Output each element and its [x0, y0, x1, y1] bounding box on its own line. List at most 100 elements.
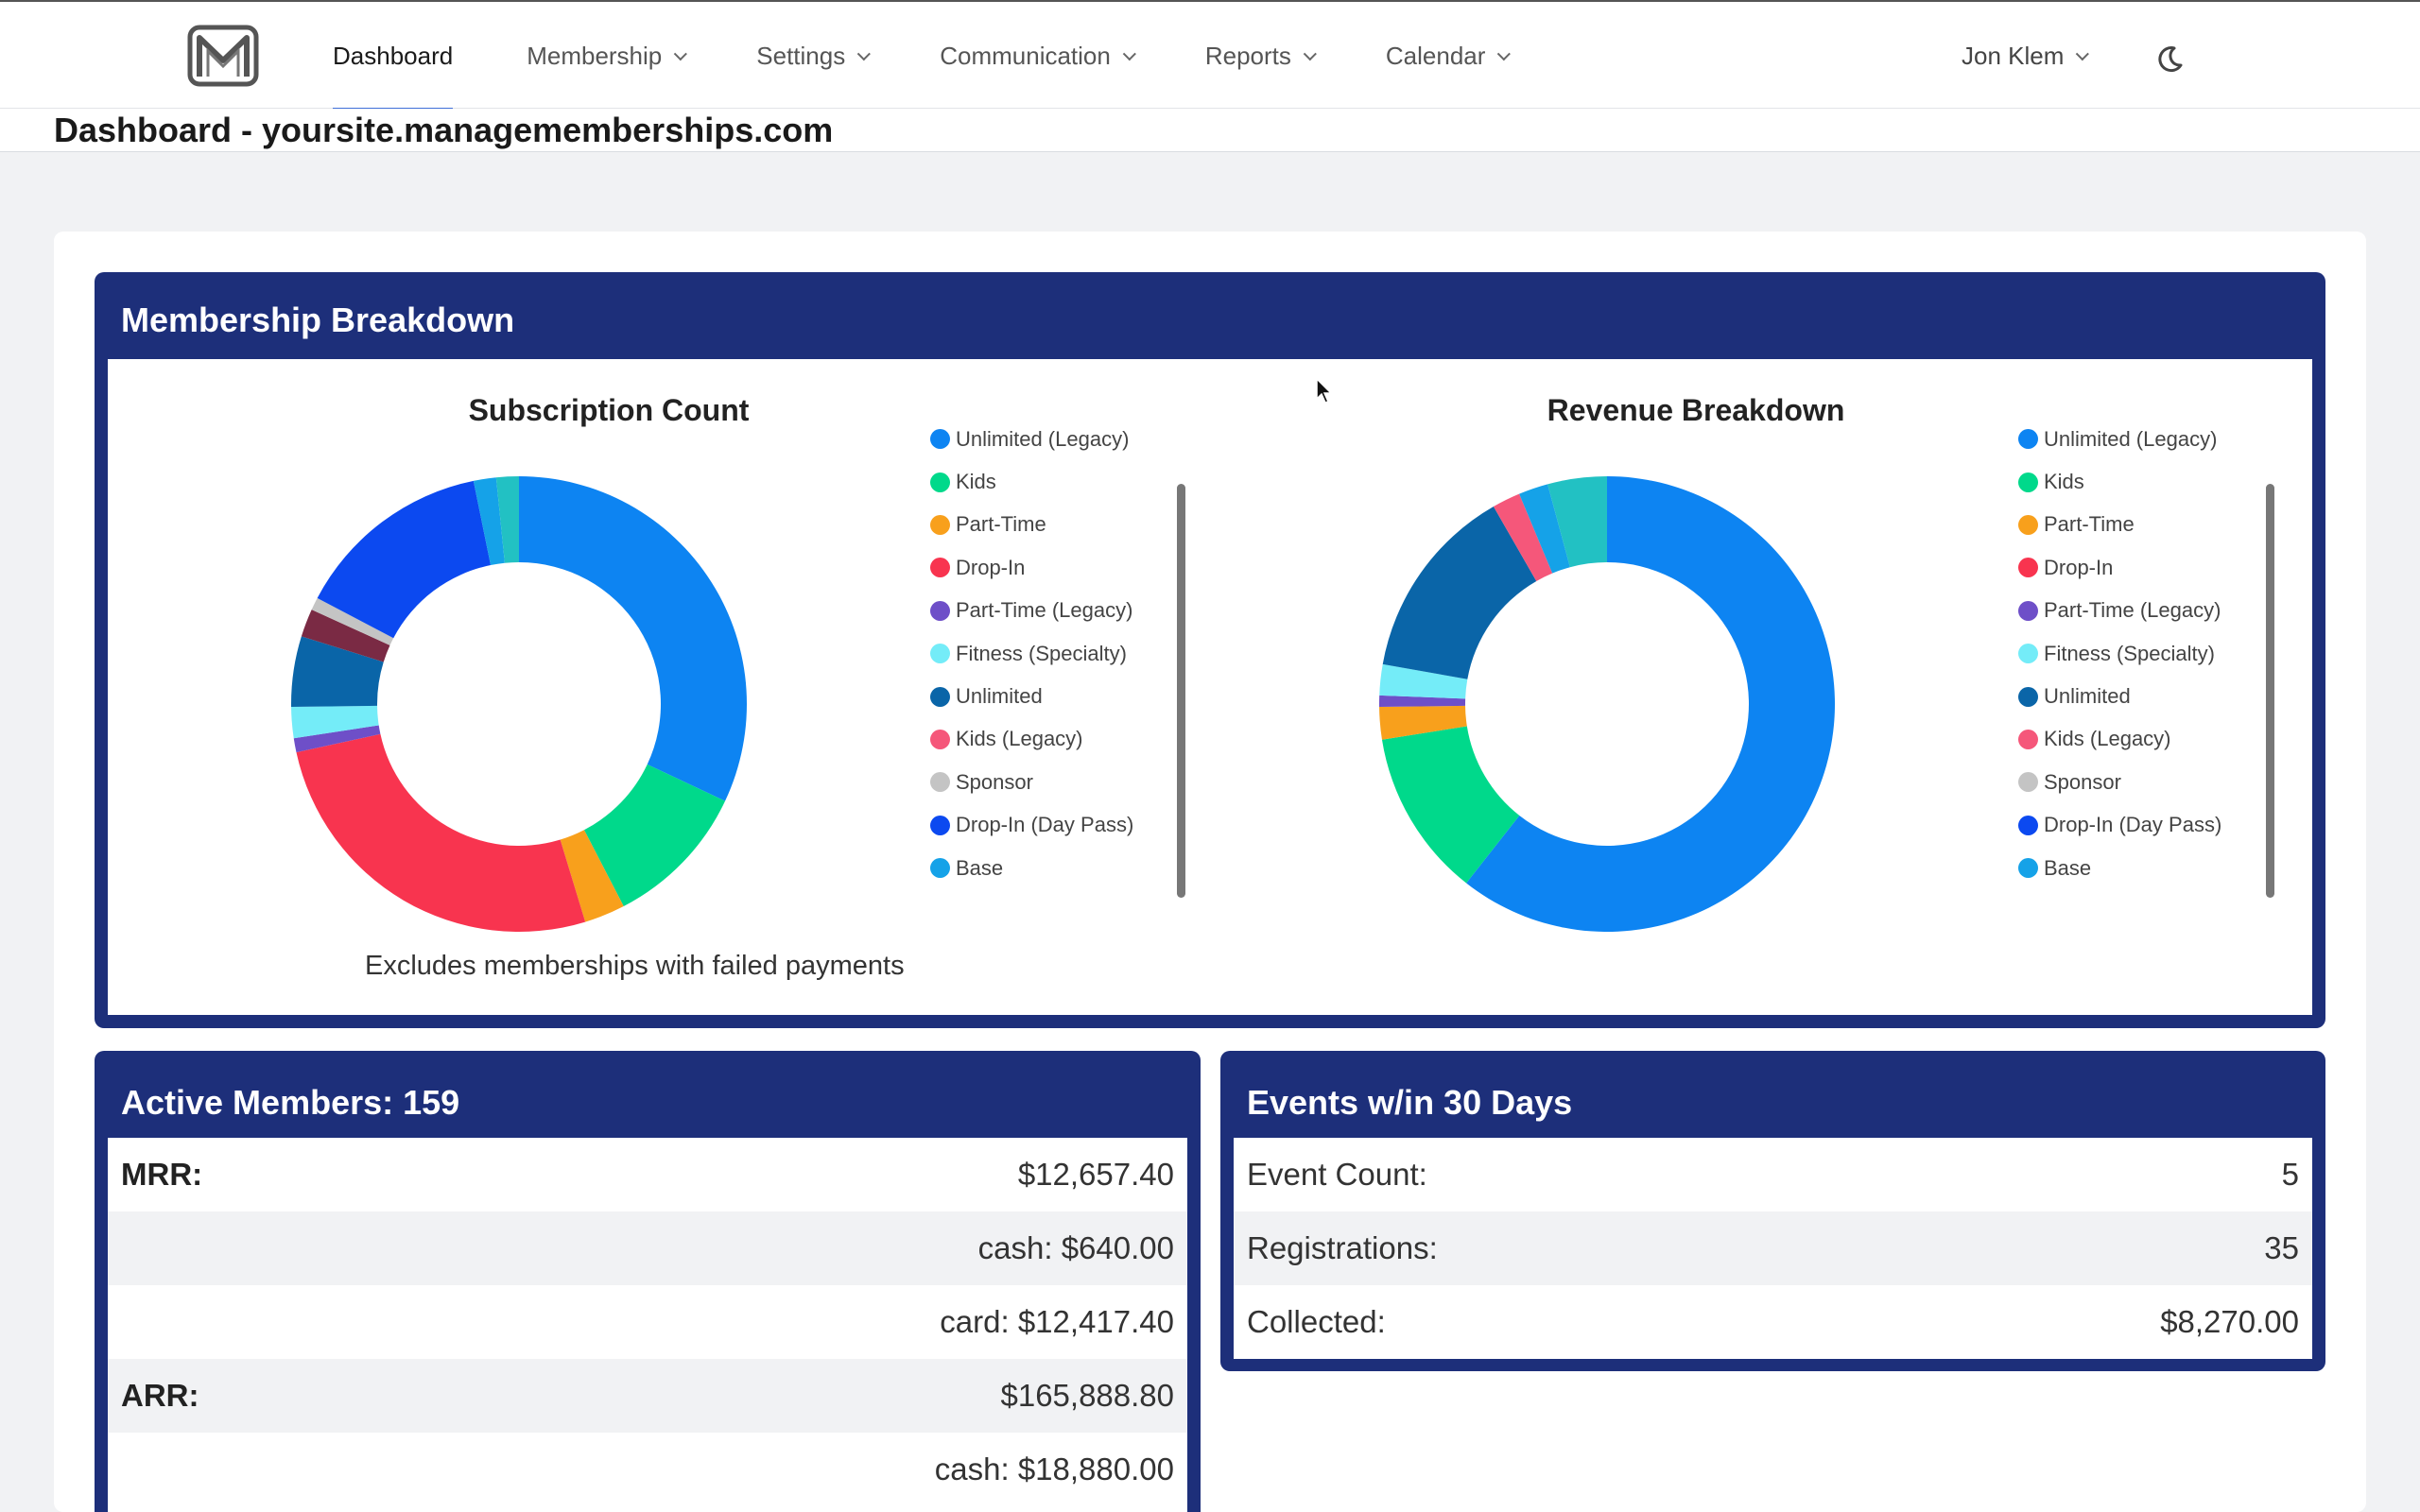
legend-label: Drop-In: [2044, 555, 2114, 579]
legend-label: Sponsor: [956, 769, 1033, 794]
legend-swatch: [2018, 858, 2038, 879]
nav-reports[interactable]: Reports: [1184, 2, 1333, 111]
nav-calendar[interactable]: Calendar: [1365, 2, 1528, 111]
pie-slice[interactable]: [1382, 507, 1537, 679]
legend-item[interactable]: Base: [930, 847, 1133, 889]
legend-swatch: [930, 686, 950, 707]
legend-item[interactable]: Part-Time: [2018, 504, 2221, 546]
legend-label: Kids: [2044, 470, 2084, 494]
legend-swatch: [2018, 686, 2038, 707]
nav-communication[interactable]: Communication: [919, 2, 1152, 111]
nav-dashboard[interactable]: Dashboard: [312, 2, 474, 111]
pie-slice[interactable]: [1519, 484, 1570, 574]
legend-swatch: [2018, 644, 2038, 664]
legend-item[interactable]: Kids: [930, 460, 1133, 503]
row-value: 35: [2264, 1230, 2299, 1265]
legend-item[interactable]: Kids: [2018, 460, 2221, 503]
legend-item[interactable]: Drop-In: [930, 546, 1133, 589]
revenue-breakdown-chart: [1379, 476, 1835, 932]
legend-label: Unlimited: [2044, 684, 2131, 709]
pie-slice[interactable]: [317, 480, 492, 639]
revenue-breakdown-title: Revenue Breakdown: [1547, 393, 1845, 427]
legend-item[interactable]: Part-Time (Legacy): [930, 590, 1133, 632]
pie-slice[interactable]: [293, 725, 381, 753]
legend-item[interactable]: Sponsor: [930, 761, 1133, 803]
legend-item[interactable]: Part-Time: [930, 504, 1133, 546]
legend-label: Fitness (Specialty): [956, 641, 1127, 665]
pie-slice[interactable]: [560, 830, 624, 922]
pie-slice[interactable]: [1493, 493, 1553, 581]
table-row: cash: $18,880.00: [108, 1433, 1187, 1506]
legend-swatch: [930, 514, 950, 535]
table-row: cash: $640.00: [108, 1211, 1187, 1285]
pie-slice[interactable]: [1547, 476, 1607, 568]
moon-icon[interactable]: [2155, 45, 2184, 74]
nav-label: Calendar: [1385, 42, 1486, 70]
row-value: $8,270.00: [2160, 1304, 2299, 1339]
chevron-down-icon: [1122, 46, 1136, 60]
legend-swatch: [930, 644, 950, 664]
legend-item[interactable]: Kids (Legacy): [2018, 718, 2221, 761]
subscription-count-legend: Unlimited (Legacy) Kids Part-Time Drop-In Pa…: [930, 418, 1133, 889]
legend-item[interactable]: Drop-In (Day Pass): [2018, 804, 2221, 847]
legend-item[interactable]: Fitness (Specialty): [930, 632, 1133, 675]
legend-label: Part-Time: [956, 512, 1046, 537]
chevron-down-icon: [1497, 46, 1512, 60]
pie-slice[interactable]: [1379, 705, 1467, 740]
pie-slice[interactable]: [291, 636, 384, 708]
panel-title: Active Members: 159: [121, 1083, 460, 1122]
legend-item[interactable]: Part-Time (Legacy): [2018, 590, 2221, 632]
site-logo[interactable]: [187, 25, 259, 87]
legend-item[interactable]: Unlimited (Legacy): [930, 418, 1133, 460]
chevron-down-icon: [1303, 46, 1317, 60]
legend-scrollbar[interactable]: [2266, 484, 2274, 898]
membership-breakdown-panel: Membership Breakdown Subscription Count …: [95, 272, 2325, 1028]
legend-item[interactable]: Base: [2018, 847, 2221, 889]
legend-label: Base: [2044, 855, 2092, 880]
events-panel: Events w/in 30 Days Event Count: 5 Registr…: [1220, 1051, 2325, 1371]
nav-label: Membership: [527, 42, 663, 70]
row-value: cash: $640.00: [977, 1230, 1174, 1265]
legend-swatch: [930, 858, 950, 879]
legend-item[interactable]: Drop-In: [2018, 546, 2221, 589]
pie-slice[interactable]: [1466, 476, 1835, 932]
chevron-down-icon: [674, 46, 688, 60]
table-row: MRR: $12,657.40: [108, 1138, 1187, 1211]
legend-swatch: [930, 772, 950, 793]
legend-label: Fitness (Specialty): [2044, 641, 2215, 665]
user-menu[interactable]: Jon Klem: [1962, 2, 2090, 111]
pie-slice[interactable]: [1379, 663, 1468, 699]
table-row: Registrations: 35: [1234, 1211, 2312, 1285]
nav-membership[interactable]: Membership: [506, 2, 703, 111]
legend-label: Part-Time: [2044, 512, 2135, 537]
pie-slice[interactable]: [296, 733, 586, 932]
legend-item[interactable]: Unlimited (Legacy): [2018, 418, 2221, 460]
pie-slice[interactable]: [311, 597, 394, 645]
table-row: ARR: $165,888.80: [108, 1359, 1187, 1433]
panel-title: Membership Breakdown: [121, 301, 515, 339]
nav-settings[interactable]: Settings: [735, 2, 887, 111]
pie-slice[interactable]: [1379, 695, 1466, 708]
legend-item[interactable]: Kids (Legacy): [930, 718, 1133, 761]
row-label: ARR:: [121, 1378, 199, 1413]
pie-slice[interactable]: [301, 610, 390, 662]
pie-slice[interactable]: [495, 476, 519, 563]
legend-label: Drop-In (Day Pass): [2044, 813, 2222, 837]
pie-slice[interactable]: [583, 764, 726, 907]
legend-scrollbar[interactable]: [1177, 484, 1185, 898]
row-label: Event Count:: [1247, 1157, 1427, 1192]
legend-item[interactable]: Sponsor: [2018, 761, 2221, 803]
page-title: Dashboard - yoursite.managememberships.c…: [54, 111, 834, 149]
legend-item[interactable]: Drop-In (Day Pass): [930, 804, 1133, 847]
legend-item[interactable]: Unlimited: [2018, 675, 2221, 717]
pie-slice[interactable]: [519, 476, 747, 801]
legend-swatch: [2018, 514, 2038, 535]
legend-label: Unlimited: [956, 684, 1043, 709]
legend-label: Kids (Legacy): [2044, 727, 2171, 751]
legend-item[interactable]: Fitness (Specialty): [2018, 632, 2221, 675]
pie-slice[interactable]: [291, 705, 379, 739]
top-navbar: Dashboard Membership Settings Communication…: [0, 0, 2420, 111]
legend-item[interactable]: Unlimited: [930, 675, 1133, 717]
pie-slice[interactable]: [473, 477, 505, 566]
pie-slice[interactable]: [1381, 726, 1520, 884]
